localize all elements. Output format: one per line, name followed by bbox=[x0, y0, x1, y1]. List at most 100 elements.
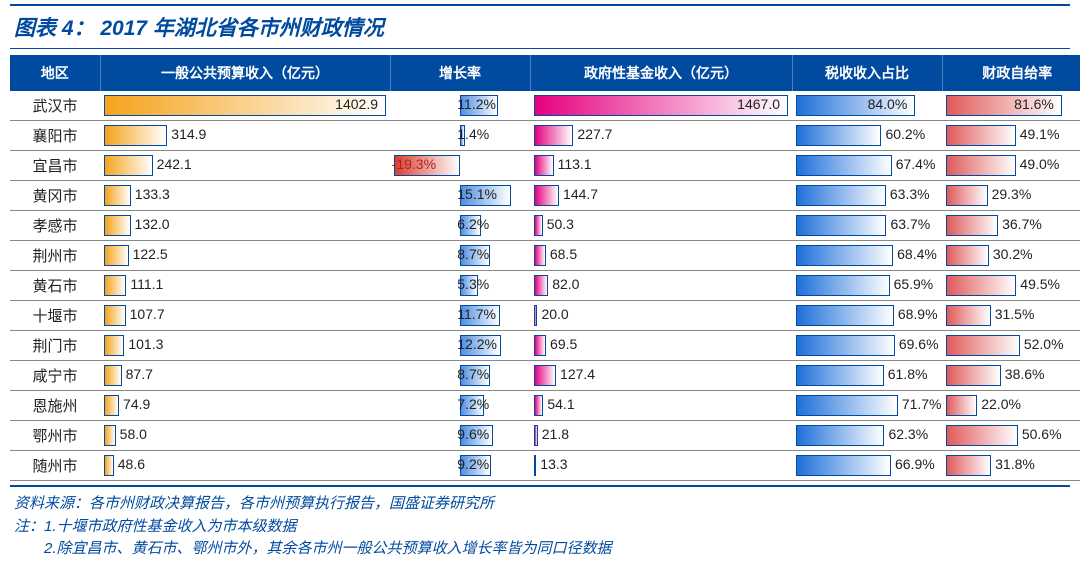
bar-value: 68.5 bbox=[550, 246, 577, 262]
table-body: 武汉市 1402.9 11.2% 1467.0 84.0% 81.6% 襄阳市 314.9 1.… bbox=[10, 91, 1080, 481]
bar-value: 54.1 bbox=[547, 396, 574, 412]
bar-value: 58.0 bbox=[120, 426, 147, 442]
bar-value: 132.0 bbox=[135, 216, 170, 232]
bar-value: 36.7% bbox=[1002, 216, 1042, 232]
bar-value: 13.3 bbox=[540, 456, 567, 472]
col-header: 财政自给率 bbox=[942, 55, 1080, 91]
growth-value: 5.3% bbox=[457, 276, 489, 292]
bar-value: 22.0% bbox=[981, 396, 1021, 412]
col-header: 地区 bbox=[10, 55, 100, 91]
bar-value: 242.1 bbox=[157, 156, 192, 172]
note-2: 2.除宜昌市、黄石市、鄂州市外，其余各市州一般公共预算收入增长率皆为同口径数据 bbox=[10, 538, 1070, 561]
table-row: 武汉市 1402.9 11.2% 1467.0 84.0% 81.6% bbox=[10, 91, 1080, 121]
bar-value: 60.2% bbox=[885, 126, 925, 142]
region-cell: 鄂州市 bbox=[10, 421, 100, 451]
growth-value: 1.4% bbox=[457, 126, 489, 142]
bar-value: 81.6% bbox=[1014, 96, 1054, 112]
table-row: 十堰市107.711.7%20.068.9%31.5% bbox=[10, 301, 1080, 331]
bar-value: 65.9% bbox=[894, 276, 934, 292]
footer-notes: 资料来源：各市州财政决算报告，各市州预算执行报告，国盛证券研究所 注：1.十堰市… bbox=[10, 485, 1070, 561]
table-header-row: 地区一般公共预算收入（亿元）增长率政府性基金收入（亿元）税收收入占比财政自给率 bbox=[10, 55, 1080, 91]
chart-title-row: 图表 4： 2017 年湖北省各市州财政情况 bbox=[10, 4, 1070, 49]
region-cell: 孝感市 bbox=[10, 211, 100, 241]
growth-value: -19.3% bbox=[392, 156, 436, 172]
bar-value: 122.5 bbox=[133, 246, 168, 262]
region-cell: 咸宁市 bbox=[10, 361, 100, 391]
bar-value: 31.8% bbox=[995, 456, 1035, 472]
bar-value: 67.4% bbox=[896, 156, 936, 172]
chart-title: 图表 4： 2017 年湖北省各市州财政情况 bbox=[14, 17, 384, 40]
bar-value: 71.7% bbox=[902, 396, 942, 412]
bar-value: 50.3 bbox=[547, 216, 574, 232]
bar-value: 49.5% bbox=[1020, 276, 1060, 292]
bar-value: 84.0% bbox=[868, 96, 908, 112]
table-row: 襄阳市 314.9 1.4% 227.7 60.2% 49.1% bbox=[10, 121, 1080, 151]
bar-value: 107.7 bbox=[130, 306, 165, 322]
bar-value: 227.7 bbox=[577, 126, 612, 142]
col-header: 一般公共预算收入（亿元） bbox=[100, 55, 390, 91]
table-row: 黄石市 111.1 5.3% 82.0 65.9% 49.5% bbox=[10, 271, 1080, 301]
bar-value: 74.9 bbox=[123, 396, 150, 412]
region-cell: 十堰市 bbox=[10, 301, 100, 331]
bar-value: 66.9% bbox=[895, 456, 935, 472]
region-cell: 武汉市 bbox=[10, 91, 100, 121]
bar-value: 87.7 bbox=[126, 366, 153, 382]
growth-value: 12.2% bbox=[457, 336, 497, 352]
bar-value: 63.3% bbox=[890, 186, 930, 202]
bar-value: 31.5% bbox=[995, 306, 1035, 322]
table-row: 咸宁市 87.7 8.7% 127.4 61.8% 38.6% bbox=[10, 361, 1080, 391]
bar-value: 144.7 bbox=[563, 186, 598, 202]
bar-value: 49.1% bbox=[1020, 126, 1060, 142]
bar-value: 63.7% bbox=[890, 216, 930, 232]
bar-value: 111.1 bbox=[130, 276, 163, 292]
table-row: 鄂州市58.09.6%21.862.3%50.6% bbox=[10, 421, 1080, 451]
bar-value: 50.6% bbox=[1022, 426, 1062, 442]
table-row: 荆门市101.312.2%69.569.6%52.0% bbox=[10, 331, 1080, 361]
region-cell: 恩施州 bbox=[10, 391, 100, 421]
bar-value: 68.4% bbox=[897, 246, 937, 262]
bar-value: 101.3 bbox=[128, 336, 163, 352]
growth-value: 7.2% bbox=[457, 396, 489, 412]
growth-value: 8.7% bbox=[457, 366, 489, 382]
bar-value: 30.2% bbox=[993, 246, 1033, 262]
growth-value: 11.2% bbox=[457, 96, 496, 112]
bar-value: 20.0 bbox=[541, 306, 568, 322]
growth-value: 8.7% bbox=[457, 246, 489, 262]
bar-value: 113.1 bbox=[558, 156, 592, 172]
region-cell: 荆门市 bbox=[10, 331, 100, 361]
source-line: 资料来源：各市州财政决算报告，各市州预算执行报告，国盛证券研究所 bbox=[10, 493, 1070, 516]
bar-value: 48.6 bbox=[118, 456, 145, 472]
table-row: 荆州市 122.5 8.7% 68.5 68.4% 30.2% bbox=[10, 241, 1080, 271]
bar-value: 61.8% bbox=[888, 366, 928, 382]
bar-value: 69.6% bbox=[899, 336, 939, 352]
bar-value: 1467.0 bbox=[737, 96, 780, 112]
col-header: 增长率 bbox=[390, 55, 530, 91]
bar-value: 133.3 bbox=[135, 186, 170, 202]
table-row: 宜昌市 242.1 -19.3% 113.1 67.4% 49.0% bbox=[10, 151, 1080, 181]
region-cell: 随州市 bbox=[10, 451, 100, 481]
table-row: 随州市 48.6 9.2% 13.3 66.9% 31.8% bbox=[10, 451, 1080, 481]
bar-value: 49.0% bbox=[1020, 156, 1060, 172]
region-cell: 宜昌市 bbox=[10, 151, 100, 181]
region-cell: 襄阳市 bbox=[10, 121, 100, 151]
table-row: 黄冈市 133.3 15.1% 144.7 63.3% 29.3% bbox=[10, 181, 1080, 211]
bar-value: 127.4 bbox=[560, 366, 595, 382]
bar-value: 29.3% bbox=[992, 186, 1032, 202]
bar-value: 82.0 bbox=[552, 276, 579, 292]
region-cell: 荆州市 bbox=[10, 241, 100, 271]
bar-value: 1402.9 bbox=[335, 96, 378, 112]
growth-value: 6.2% bbox=[457, 216, 489, 232]
bar-value: 62.3% bbox=[888, 426, 928, 442]
bar-value: 52.0% bbox=[1024, 336, 1064, 352]
region-cell: 黄石市 bbox=[10, 271, 100, 301]
growth-value: 9.6% bbox=[457, 426, 489, 442]
bar-value: 314.9 bbox=[171, 126, 206, 142]
bar-value: 38.6% bbox=[1005, 366, 1045, 382]
region-cell: 黄冈市 bbox=[10, 181, 100, 211]
col-header: 税收收入占比 bbox=[792, 55, 942, 91]
col-header: 政府性基金收入（亿元） bbox=[530, 55, 792, 91]
growth-value: 15.1% bbox=[457, 186, 497, 202]
growth-value: 9.2% bbox=[457, 456, 489, 472]
growth-value: 11.7% bbox=[457, 306, 496, 322]
table-row: 恩施州 74.9 7.2% 54.1 71.7% 22.0% bbox=[10, 391, 1080, 421]
